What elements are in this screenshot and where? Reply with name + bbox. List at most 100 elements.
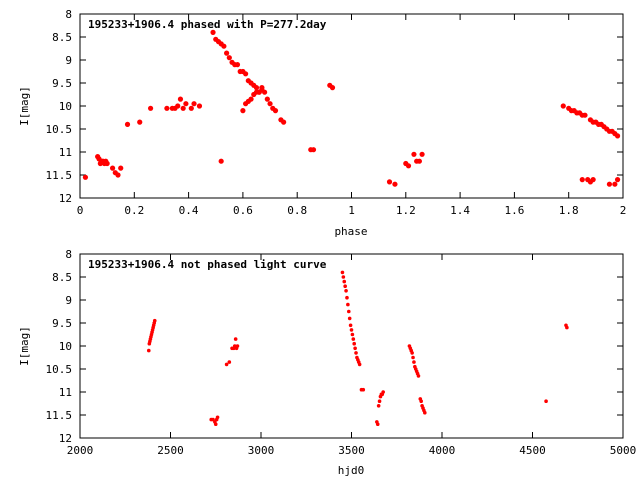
data-point	[183, 101, 189, 107]
x-tick-label: 0.6	[233, 204, 253, 217]
data-point	[240, 108, 246, 114]
data-point	[227, 360, 232, 364]
data-point	[377, 399, 382, 404]
data-point	[281, 119, 287, 125]
data-point	[264, 96, 270, 102]
data-point	[590, 177, 596, 183]
data-point	[218, 158, 224, 164]
data-point	[411, 151, 417, 157]
data-point	[146, 348, 151, 353]
x-axis-title: phase	[334, 225, 367, 238]
y-axis-title: I[mag]	[18, 326, 31, 366]
data-point	[376, 404, 381, 408]
data-point	[405, 163, 412, 169]
y-tick-label: 11	[59, 146, 72, 159]
data-point	[416, 158, 422, 164]
y-axis-title: I[mag]	[18, 86, 31, 126]
unphased-light-curve-plot: 2000 2500 3000 3500 4000 4500 5000 8 8.5 9 9.5 10 1…	[18, 248, 636, 477]
data-point	[196, 103, 203, 109]
data-point	[419, 399, 423, 404]
data-point	[175, 103, 181, 109]
data-point	[419, 151, 425, 157]
x-tick-label: 1.8	[559, 204, 579, 217]
y-tick-label: 9.5	[52, 77, 72, 90]
data-point	[248, 96, 254, 102]
data-point	[253, 85, 260, 91]
data-point	[82, 174, 89, 180]
data-point	[614, 177, 621, 183]
data-point	[164, 105, 170, 111]
data-point	[340, 270, 345, 275]
x-axis-title: hjd0	[338, 464, 365, 477]
x-tick-label: 1	[348, 204, 355, 217]
x-tick-label: 0.2	[124, 204, 144, 217]
x-tick-label: 0.4	[179, 204, 199, 217]
data-point	[109, 165, 116, 171]
data-point	[180, 105, 186, 111]
x-tick-label: 0.8	[287, 204, 307, 217]
data-point	[346, 309, 351, 314]
data-point	[341, 275, 346, 279]
y-ticks: 8 8.5 9 9.5 10 10.5 11 11.5 12	[46, 248, 623, 445]
y-tick-label: 9	[65, 54, 72, 67]
data-point	[215, 415, 220, 420]
data-point	[272, 108, 279, 114]
data-point	[392, 181, 398, 187]
data-point	[349, 328, 354, 332]
data-point	[235, 344, 240, 348]
data-point	[344, 289, 348, 293]
data-point	[104, 160, 110, 167]
data-point	[118, 165, 124, 171]
y-ticks: 8 8.5 9 9.5 10 10.5 11 11.5 12	[46, 8, 623, 205]
data-point	[310, 147, 317, 153]
data-point	[560, 103, 566, 109]
x-tick-label: 5000	[610, 444, 637, 457]
data-point	[381, 390, 385, 394]
data-point	[612, 181, 618, 187]
chart-title: 195233+1906.4 phased with P=277.2day	[88, 18, 327, 31]
data-point	[410, 351, 414, 355]
data-point	[224, 50, 230, 56]
data-point	[375, 422, 380, 427]
y-tick-label: 9	[65, 294, 72, 307]
data-point	[191, 101, 197, 107]
x-ticks: 2000 2500 3000 3500 4000 4500 5000	[67, 254, 637, 457]
data-point	[357, 362, 362, 367]
x-tick-label: 1.4	[450, 204, 470, 217]
data-point	[386, 179, 393, 185]
data-point	[262, 89, 268, 95]
data-point	[606, 181, 613, 187]
data-point	[351, 337, 356, 341]
y-tick-label: 12	[59, 432, 72, 445]
data-point	[343, 284, 347, 289]
y-tick-label: 10	[59, 340, 72, 353]
data-point	[544, 399, 548, 404]
data-point	[221, 43, 227, 49]
data-point	[614, 133, 621, 139]
data-point	[256, 89, 262, 95]
data-point	[224, 362, 229, 367]
data-point	[226, 55, 232, 61]
data-point	[416, 374, 421, 378]
y-tick-label: 11.5	[46, 169, 73, 182]
data-point	[361, 387, 366, 392]
y-tick-label: 10	[59, 100, 72, 113]
y-tick-label: 8	[65, 248, 72, 261]
data-point	[423, 410, 427, 415]
y-tick-label: 10.5	[46, 363, 73, 376]
data-point	[411, 355, 415, 360]
data-point	[346, 302, 350, 307]
data-point	[233, 337, 238, 341]
data-point	[348, 323, 353, 328]
data-point	[124, 121, 131, 127]
y-tick-label: 11.5	[46, 409, 73, 422]
data-points	[146, 270, 569, 427]
x-tick-label: 1.6	[504, 204, 524, 217]
x-tick-label: 4500	[519, 444, 546, 457]
data-point	[329, 85, 336, 91]
data-point	[243, 71, 249, 77]
data-point	[352, 341, 357, 346]
data-point	[115, 172, 121, 178]
plot-frame	[79, 13, 624, 199]
x-tick-label: 3000	[248, 444, 275, 457]
